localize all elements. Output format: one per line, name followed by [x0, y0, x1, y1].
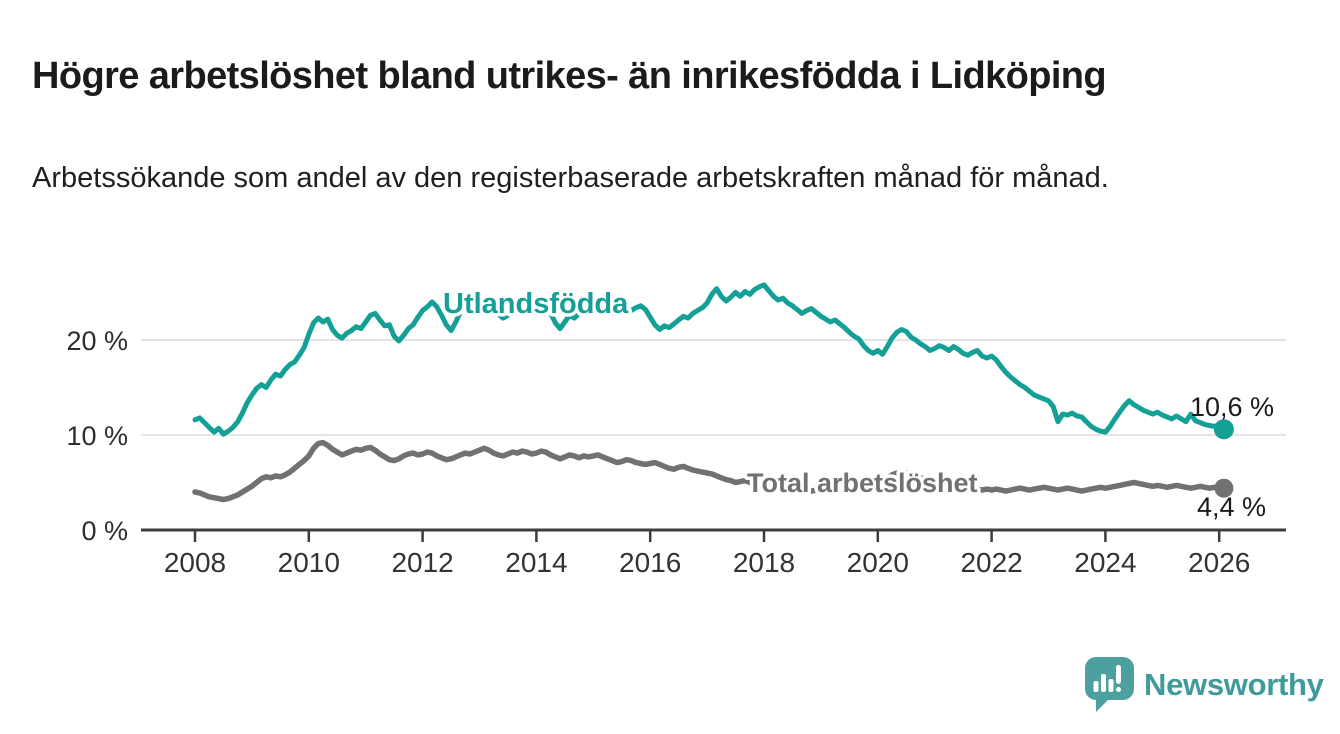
series-label-utlandsfodda: Utlandsfödda — [443, 288, 629, 320]
x-tick-label: 2022 — [960, 547, 1022, 578]
newsworthy-speech-bubble-chart-icon — [1085, 657, 1134, 712]
y-tick-label: 0 % — [81, 516, 128, 546]
x-tick-label: 2008 — [164, 547, 226, 578]
newsworthy-logo: Newsworthy — [1083, 656, 1324, 713]
x-tick-label: 2010 — [278, 547, 340, 578]
x-tick-label: 2014 — [505, 547, 567, 578]
x-tick-label: 2012 — [391, 547, 453, 578]
series-line-total-arbetsloshet — [192, 439, 1227, 503]
chart-title: Högre arbetslöshet bland utrikes- än inr… — [32, 55, 1107, 98]
newsworthy-wordmark: Newsworthy — [1144, 666, 1324, 702]
y-tick-label: 10 % — [66, 421, 128, 451]
x-tick-label: 2018 — [733, 547, 795, 578]
chart-subtitle: Arbetssökande som andel av den registerb… — [32, 162, 1109, 194]
series-end-value-utlandsfodda: 10,6 % — [1190, 392, 1274, 422]
series-label-total-arbetsloshet: Total arbetslöshet — [747, 468, 978, 498]
x-tick-label: 2026 — [1188, 547, 1250, 578]
x-tick-label: 2024 — [1074, 547, 1136, 578]
series-line-utlandsfodda — [192, 282, 1227, 437]
series-end-dot-total-arbetsloshet — [1214, 478, 1234, 498]
x-tick-label: 2016 — [619, 547, 681, 578]
y-tick-label: 20 % — [66, 326, 128, 356]
series-end-dot-utlandsfodda — [1213, 419, 1234, 440]
series-end-value-total-arbetsloshet: 4,4 % — [1197, 492, 1266, 522]
x-tick-label: 2020 — [847, 547, 909, 578]
